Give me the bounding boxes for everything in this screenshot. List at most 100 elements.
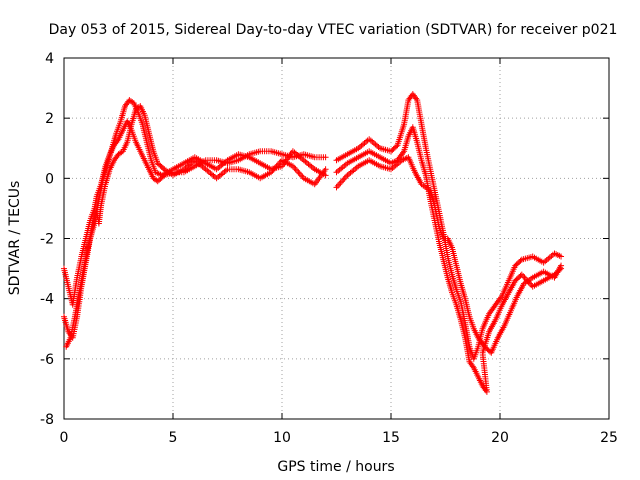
data-point [529,253,545,265]
data-point [475,334,487,349]
data-point [300,175,316,187]
data-point [514,282,526,299]
data-point [355,149,371,161]
data-point [398,155,410,164]
series-trace-f [333,154,565,356]
data-point [414,97,425,126]
data-point [300,157,317,171]
data-point [422,145,433,171]
data-point [558,253,565,260]
data-point [486,303,498,317]
data-point [488,336,500,356]
data-point [366,148,382,160]
series-trace-d [333,91,565,362]
data-point [170,161,186,173]
data-point [191,157,208,171]
data-point [388,158,404,173]
data-point [453,286,463,303]
data-point [409,91,420,102]
data-point [401,99,412,128]
data-point [466,358,476,370]
data-point [344,164,360,179]
data-point [453,301,464,321]
x-axis: 0 5 10 15 20 25 [60,58,618,446]
y-tick-label: 4 [45,51,54,67]
data-point [492,294,505,308]
data-point [87,207,97,224]
data-point [418,157,429,177]
data-point [246,169,262,181]
data-point [213,158,229,173]
data-point [137,148,147,162]
data-point [394,123,407,149]
data-point [499,291,511,308]
data-point [135,109,145,126]
data-point [80,246,91,272]
series-trace-c [63,103,329,350]
data-point [152,169,164,178]
data-point [418,181,432,193]
data-point [333,161,349,176]
data-point [409,124,420,144]
data-point [154,160,166,172]
data-point [113,120,123,137]
data-point [431,202,442,228]
data-point [394,149,406,164]
data-point [449,244,459,267]
data-point [289,163,306,180]
y-tick-label: 2 [45,111,54,127]
data-point [246,154,262,166]
data-point [257,160,273,172]
data-point [224,152,240,164]
data-point [95,177,106,203]
data-point [344,155,360,167]
data-point [202,166,218,180]
x-tick-label: 20 [491,430,509,446]
data-point [202,160,218,172]
data-point [412,169,424,186]
data-point [63,336,73,350]
data-point [462,319,473,348]
data-point [529,278,545,290]
data-point [106,159,117,173]
data-point [344,146,360,158]
data-point [322,166,329,173]
grid [64,58,609,419]
data-point [521,275,534,287]
data-point [366,136,382,150]
data-point [67,315,78,341]
data-point [71,291,82,320]
data-point [333,173,349,191]
y-tick-label: -4 [40,292,54,308]
data-point [475,373,485,388]
data-point [132,139,143,153]
data-point [150,175,160,184]
data-series [61,91,565,395]
x-tick-label: 15 [382,430,400,446]
data-point [111,152,121,164]
data-point [126,97,136,106]
data-point [501,309,514,329]
data-point [479,312,492,332]
y-axis-label: SDTVAR / TECUs [7,181,23,296]
data-point [499,279,511,299]
data-point [355,158,371,170]
data-point [98,183,108,209]
data-point [104,147,115,167]
data-point [366,157,382,169]
data-point [141,157,152,171]
data-point [150,148,160,165]
data-point [436,223,446,240]
data-point [268,148,284,157]
data-point [311,168,328,188]
data-point [518,254,534,263]
data-point [61,265,71,288]
data-point [69,276,80,308]
data-point [494,324,507,341]
data-point [470,345,481,362]
x-tick-label: 0 [60,430,69,446]
y-tick-label: -2 [40,232,54,248]
data-point [76,267,87,296]
data-point [289,148,306,162]
